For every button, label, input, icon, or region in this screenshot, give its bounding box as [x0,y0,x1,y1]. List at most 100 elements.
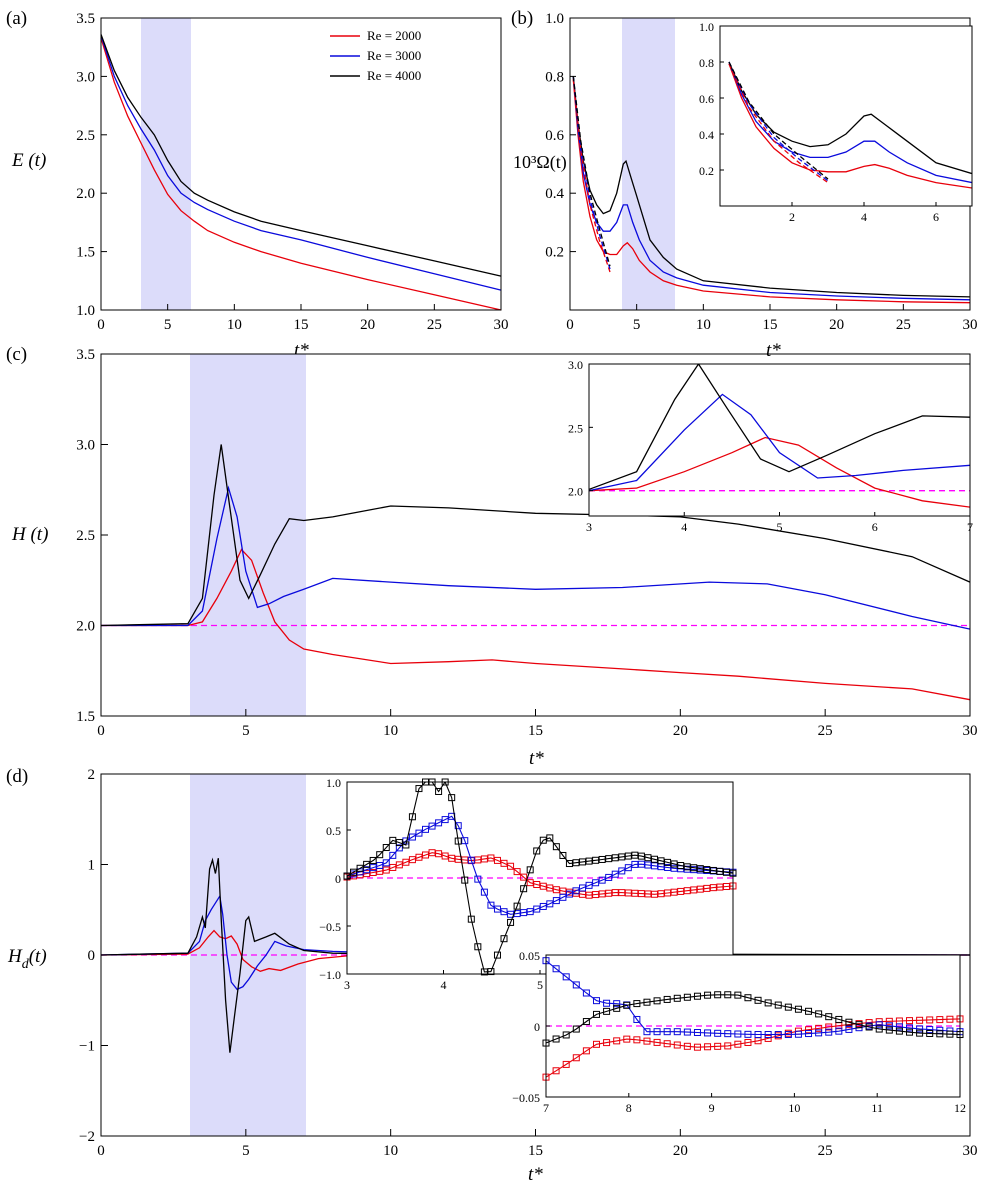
inset-marker-re3000 [644,861,652,869]
inset-marker-re2000 [709,884,717,892]
inset-marker-re4000 [754,996,762,1004]
inset-marker-re4000 [603,1007,611,1015]
panel-b-inset-ytick-label: 0.8 [699,56,714,70]
inset-marker-re4000 [865,1023,873,1031]
inset-marker-re4000 [693,992,701,1000]
panel-a-ticks: 0 5 10 15 20 25 30 1.0 1.5 2.0 2.5 3.0 3.5 [76,11,508,333]
inset-marker-re2000 [643,1037,651,1045]
panel-c-series [100,444,971,701]
inset-marker-re4000 [855,1021,863,1029]
panel-d-ytick-label: −1 [79,1039,95,1055]
inset-marker-re4000 [402,841,410,849]
inset-marker-re4000 [415,785,423,793]
series-line-re2000 [101,548,971,701]
inset-marker-re3000 [633,1015,641,1023]
inset-marker-re3000 [500,908,508,916]
inset-marker-re3000 [369,864,377,872]
panel-b-inset-xtick-label: 2 [789,210,795,224]
panel-c-inset-xtick-label: 3 [586,520,592,534]
panel-a-xtick-label: 10 [227,317,242,333]
panel-d-ytick-label: −2 [79,1129,95,1145]
inset-marker-re4000 [643,998,651,1006]
inset-marker-re2000 [690,886,698,894]
panel-b-inset-ytick-label: 0.2 [699,164,714,178]
inset-marker-re4000 [906,1028,914,1036]
inset-marker-re3000 [363,866,371,874]
inset-marker-re3000 [562,973,570,981]
inset-marker-re4000 [363,860,371,868]
panel-a-xtick-label: 5 [164,317,172,333]
inset-marker-re2000 [637,890,645,898]
panel-c-inset-xtick-label: 5 [777,520,783,534]
inset-marker-re3000 [546,900,554,908]
panel-b-inset-xtick-label: 6 [933,210,939,224]
inset-marker-re2000 [448,854,456,862]
inset-marker-re4000 [408,813,416,821]
inset-marker-re2000 [906,1017,914,1025]
inset-marker-re3000 [592,879,600,887]
panel-d-inset-1-ytick-label: 0.5 [326,824,341,838]
inset-marker-re2000 [926,1016,934,1024]
inset-marker-re4000 [579,858,587,866]
inset-marker-re4000 [885,1026,893,1034]
panel-c-shade [190,354,306,716]
inset-marker-re3000 [598,876,606,884]
panel-c-inset-series [589,364,970,508]
inset-marker-re4000 [507,918,515,926]
panel-a-frame [100,17,502,311]
inset-marker-re4000 [677,862,685,870]
inset-marker-re2000 [395,861,403,869]
inset-marker-re3000 [693,1028,701,1036]
inset-marker-re3000 [764,1031,772,1039]
panel-a-xtick-label: 0 [97,317,105,333]
inset-marker-re2000 [422,851,430,859]
inset-marker-re2000 [605,889,613,897]
inset-marker-re3000 [552,965,560,973]
inset-marker-re2000 [734,1040,742,1048]
inset-marker-re3000 [650,862,658,870]
inset-marker-re2000 [805,1026,813,1034]
panel-d-xtick-label: 25 [818,1143,833,1159]
inset-marker-re2000 [613,1037,621,1045]
panel-a-series [100,34,502,311]
inset-marker-re2000 [946,1015,954,1023]
series-line-re2000 [100,929,970,972]
panel-d-xtick-label: 0 [97,1143,105,1159]
inset-marker-re3000 [408,833,416,841]
inset-marker-re3000 [631,860,639,868]
panel-b-ytick-label: 0.6 [545,128,564,144]
legend-label: Re = 4000 [367,68,421,83]
inset-marker-re3000 [875,1021,883,1029]
inset-marker-re4000 [875,1025,883,1033]
inset-marker-re3000 [585,881,593,889]
inset-series-line-re2000 [589,436,970,508]
panel-b-series [572,76,971,304]
inset-marker-re2000 [363,870,371,878]
inset-marker-re3000 [704,1029,712,1037]
inset-marker-re4000 [794,1005,802,1013]
panel-d-inset-1-ytick-label: 1.0 [326,776,341,790]
inset-marker-re4000 [690,864,698,872]
inset-marker-re4000 [663,995,671,1003]
inset-marker-re2000 [500,859,508,867]
inset-marker-re4000 [623,1001,631,1009]
series-line-re4000 [100,444,971,627]
inset-marker-re4000 [520,885,528,893]
panel-b-xtick-label: 5 [633,317,641,333]
inset-marker-re3000 [714,1029,722,1037]
inset-marker-re3000 [663,1028,671,1036]
inset-marker-re3000 [895,1023,903,1031]
legend-label: Re = 3000 [367,48,421,63]
panel-d-xtick-label: 5 [242,1143,250,1159]
inset-marker-re3000 [487,901,495,909]
inset-marker-re3000 [493,905,501,913]
inset-marker-re4000 [572,1025,580,1033]
inset-marker-re2000 [493,856,501,864]
inset-marker-re3000 [467,856,475,864]
panel-a-xtick-label: 15 [294,317,309,333]
inset-marker-re4000 [653,997,661,1005]
inset-marker-re2000 [533,880,541,888]
inset-marker-re3000 [673,1028,681,1036]
panel-c-xtick-label: 25 [818,723,833,739]
